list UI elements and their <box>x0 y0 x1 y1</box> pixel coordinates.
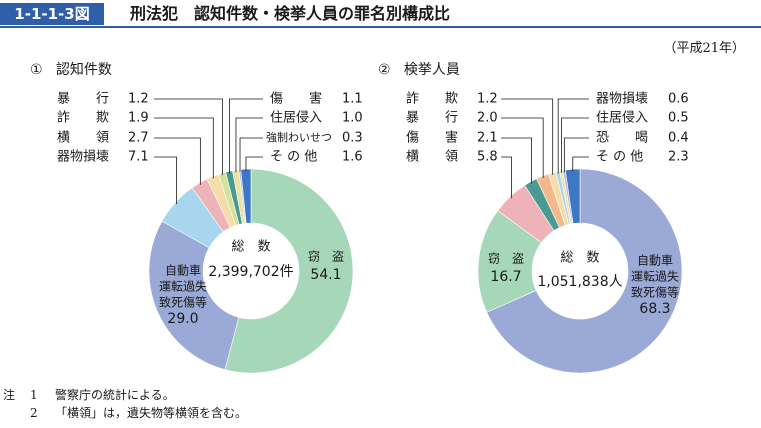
slice-label: 横 領 <box>57 130 109 146</box>
slice-label: 窃 盗 <box>308 249 344 264</box>
slice-label: 横 領 <box>406 149 458 165</box>
slice-label: 恐 喝 <box>596 131 648 146</box>
leader-line <box>154 156 178 205</box>
leader-line <box>235 117 263 173</box>
slice-value: 7.1 <box>128 150 149 165</box>
leader-line <box>154 137 201 185</box>
slice-自動車運転過失致死傷等 <box>148 220 240 371</box>
slice-label: 自動車 <box>637 254 673 268</box>
slice-value: 68.3 <box>639 301 670 317</box>
slice-value: 0.6 <box>668 92 689 107</box>
slice-value: 2.1 <box>477 131 498 146</box>
slice-label: 強制わいせつ <box>266 131 332 144</box>
slice-value: 54.1 <box>310 267 341 283</box>
panel-heading-number: ① <box>30 62 43 78</box>
leader-line <box>239 137 263 172</box>
leader-line <box>245 156 263 172</box>
slice-窃盗 <box>224 168 354 374</box>
total-label: 総 数 <box>560 251 599 266</box>
slice-label: 傷 害 <box>406 130 458 146</box>
slice-value: 1.2 <box>128 92 149 107</box>
slice-label: 傷 害 <box>270 91 322 107</box>
slice-label: 致死傷等 <box>159 295 207 310</box>
leader-line <box>557 98 589 174</box>
slice-value: 2.0 <box>477 111 498 126</box>
slice-label: そ の 他 <box>596 150 643 165</box>
title-underline <box>0 26 761 28</box>
panel-heading-label: 認知件数 <box>55 62 112 78</box>
slice-value: 1.9 <box>128 111 149 126</box>
slice-label: 致死傷等 <box>631 285 679 300</box>
slice-label: そ の 他 <box>270 150 317 165</box>
slice-value: 5.8 <box>477 150 498 165</box>
donut-chart-1: 器物損壊 7.1 横 領 2.7 詐 欺 1.9 暴 行 1.2 傷 害 1.1 住居侵入 1.0 強制… <box>57 91 363 374</box>
panel-heading-cleared: ② 検挙人員 <box>378 59 460 79</box>
slice-value: 0.4 <box>668 131 689 146</box>
donut-chart-2: 横 領 5.8 傷 害 2.1 暴 行 2.0 詐 欺 1.2 器物損壊 0.6 住居侵入 0.5 恐 … <box>406 91 689 374</box>
slice-label: 住居侵入 <box>270 110 322 126</box>
leader-line <box>572 156 589 172</box>
leader-line <box>561 117 589 173</box>
slice-label: 暴 行 <box>57 92 109 107</box>
leader-line <box>501 156 512 199</box>
slice-label: 運転過失 <box>631 269 679 284</box>
slice-label: 窃 盗 <box>488 251 524 266</box>
slice-label: 器物損壊 <box>596 92 648 107</box>
slice-value: 0.5 <box>668 111 689 126</box>
leader-line <box>501 117 544 179</box>
note-number: 2 <box>30 406 38 420</box>
total-value: 2,399,702件 <box>208 264 293 280</box>
slice-value: 1.2 <box>477 92 498 107</box>
slice-その他 <box>240 168 252 224</box>
slice-label: 住居侵入 <box>596 110 648 126</box>
slice-label: 詐 欺 <box>57 110 109 126</box>
slice-value: 16.7 <box>490 269 521 285</box>
slice-value: 1.0 <box>342 111 363 126</box>
slice-label: 自動車 <box>165 264 201 278</box>
slice-label: 暴 行 <box>406 111 458 126</box>
leader-line <box>501 98 554 175</box>
slice-value: 2.7 <box>128 131 149 146</box>
total-value: 1,051,838人 <box>537 274 622 290</box>
leader-line <box>229 98 263 174</box>
slice-label: 詐 欺 <box>406 91 458 107</box>
note-prefix: 注 <box>3 388 16 402</box>
slice-value: 1.6 <box>342 150 363 165</box>
slice-label: 器物損壊 <box>57 150 109 165</box>
leader-line <box>154 117 214 179</box>
panel-heading-number: ② <box>378 62 391 78</box>
leader-line <box>501 137 532 184</box>
figure-title: 刑法犯 認知件数・検挙人員の罪名別構成比 <box>130 4 451 23</box>
leader-line <box>563 137 589 173</box>
leader-line <box>154 98 223 176</box>
note-text: 警察庁の統計による。 <box>55 388 175 402</box>
era-note: （平成21年） <box>663 41 745 56</box>
slice-value: 1.1 <box>342 92 363 107</box>
slice-value: 29.0 <box>167 311 198 327</box>
note-number: 1 <box>30 388 38 402</box>
total-label: 総 数 <box>231 240 270 255</box>
slice-その他 <box>564 168 581 224</box>
slice-value: 2.3 <box>668 150 689 165</box>
panel-heading-recognized: ① 認知件数 <box>30 59 112 79</box>
slice-value: 0.3 <box>342 131 363 146</box>
slice-自動車運転過失致死傷等 <box>486 168 683 374</box>
panel-heading-label: 検挙人員 <box>403 62 460 78</box>
figure-number-badge: 1-1-1-3図 <box>0 3 104 25</box>
slice-label: 運転過失 <box>159 279 207 294</box>
note-text: 「横領」は，遺失物等横領を含む。 <box>55 406 248 420</box>
